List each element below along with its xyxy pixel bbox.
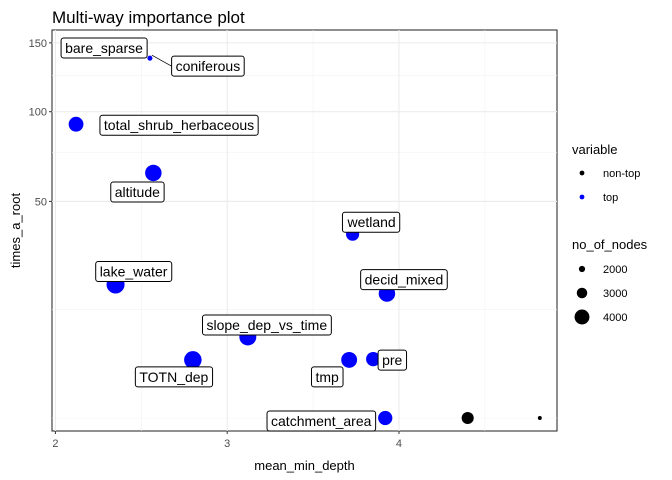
x-axis-title: mean_min_depth (254, 458, 354, 473)
labels-layer: bare_sparse coniferous total_shrub_herbace… (60, 37, 448, 432)
color-legend-title: variable (572, 142, 618, 157)
legend-key-non-top (579, 170, 585, 176)
y-axis-title: times_a_root (8, 193, 23, 269)
point-label-text: coniferous (176, 58, 241, 74)
point-label-box (99, 114, 259, 136)
point-label-box (341, 211, 401, 233)
y-tick-label: 100 (29, 107, 47, 119)
legend-size-key (576, 287, 588, 299)
y-axis: 50 100 150 (29, 38, 52, 208)
point-label: bare_sparse (60, 37, 148, 59)
point-label: TOTN_dep (134, 366, 214, 388)
legend-size-key (574, 309, 590, 325)
point-label: slope_dep_vs_time (201, 314, 332, 336)
y-tick-label: 50 (35, 196, 47, 208)
point-label: lake_water (95, 260, 173, 282)
grid-minor (52, 30, 557, 431)
point-label-box (60, 37, 148, 59)
point-label: total_shrub_herbaceous (99, 114, 259, 136)
point-label-text: wetland (346, 214, 395, 230)
point-label-box (360, 269, 448, 291)
y-tick-label: 150 (29, 38, 47, 50)
point-label: pre (377, 349, 408, 371)
data-point (537, 416, 542, 420)
x-tick-label: 4 (396, 438, 402, 450)
point-label-text: bare_sparse (65, 40, 143, 56)
point-label: decid_mixed (360, 269, 448, 291)
chart-title: Multi-way importance plot (52, 8, 245, 27)
legend-key-top (579, 194, 585, 200)
x-tick-label: 3 (224, 438, 230, 450)
legend-size-label: 3000 (603, 288, 627, 300)
legend-label-top: top (603, 192, 618, 204)
legend-label-non-top: non-top (603, 168, 640, 180)
data-point (68, 116, 84, 132)
data-point (341, 351, 358, 368)
point-label: coniferous (151, 54, 245, 77)
point-label-box (266, 410, 377, 432)
data-point (184, 351, 202, 369)
point-label: tmp (310, 366, 344, 388)
point-label-text: lake_water (100, 263, 168, 279)
point-label: wetland (341, 211, 401, 233)
legend-size-label: 2000 (603, 264, 627, 276)
point-label-text: altitude (115, 184, 160, 200)
point-label-box (95, 260, 173, 282)
point-label-box (110, 181, 165, 203)
point-label-text: slope_dep_vs_time (206, 317, 327, 333)
plot-panel (51, 29, 558, 432)
data-point (145, 164, 162, 182)
point-label-text: catchment_area (271, 413, 372, 429)
point-label: catchment_area (266, 410, 377, 432)
point-label: altitude (110, 181, 165, 203)
data-point (461, 411, 474, 425)
legend-size-key (578, 265, 586, 273)
point-label-text: TOTN_dep (139, 369, 208, 385)
size-legend: no_of_nodes 2000 3000 4000 (572, 237, 648, 325)
point-label-box (201, 314, 332, 336)
point-label-box (310, 366, 344, 388)
point-label-text: tmp (315, 369, 339, 385)
point-label-box (134, 366, 214, 388)
legend-size-label: 4000 (603, 312, 627, 324)
size-legend-title: no_of_nodes (572, 237, 648, 252)
point-label-text: pre (382, 352, 402, 368)
data-point (366, 351, 381, 367)
x-axis: 2 3 4 (52, 431, 402, 450)
data-point (147, 55, 153, 61)
x-tick-label: 2 (52, 438, 58, 450)
point-label-text: total_shrub_herbaceous (104, 117, 254, 133)
label-connector (151, 54, 172, 67)
point-label-text: decid_mixed (365, 272, 444, 288)
data-point (378, 410, 393, 426)
color-legend: variable non-top top (572, 142, 640, 204)
point-label-box (377, 349, 408, 371)
